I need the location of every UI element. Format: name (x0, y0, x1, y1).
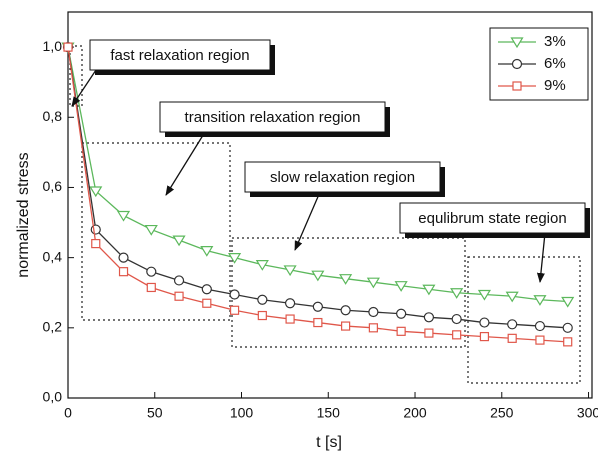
marker (535, 335, 545, 345)
marker (452, 330, 462, 340)
marker (341, 321, 351, 331)
marker (368, 306, 379, 318)
marker (172, 235, 186, 247)
marker (285, 314, 295, 324)
annotation-label: transition relaxation region (185, 109, 361, 126)
x-tick-label: 150 (317, 405, 341, 421)
y-tick-label: 0,4 (43, 248, 63, 264)
y-tick-label: 1,0 (43, 38, 63, 54)
marker (89, 186, 103, 198)
marker (174, 291, 184, 301)
marker (422, 284, 436, 296)
marker (512, 81, 522, 91)
annotation-arrow (294, 191, 321, 251)
marker (63, 42, 73, 52)
x-tick-label: 250 (490, 405, 514, 421)
marker (505, 291, 519, 303)
x-tick-label: 50 (147, 405, 163, 421)
annotation-label: equlibrum state region (418, 210, 566, 227)
region-box (81, 142, 231, 321)
marker (477, 289, 491, 301)
marker (534, 320, 546, 332)
marker (283, 265, 297, 277)
marker (563, 337, 573, 347)
annotation-box (89, 39, 271, 71)
x-tick-label: 200 (403, 405, 427, 421)
legend-label: 3% (544, 33, 566, 50)
marker (396, 326, 406, 336)
marker (257, 294, 268, 305)
marker (228, 253, 242, 264)
marker (144, 224, 158, 236)
annotation-arrow (536, 232, 546, 283)
x-tick-label: 0 (64, 405, 72, 421)
y-tick-label: 0,2 (43, 319, 63, 335)
marker (507, 333, 517, 343)
marker (311, 270, 325, 282)
marker (229, 305, 240, 315)
legend-label: 9% (544, 77, 566, 94)
x-axis-label: t [s] (316, 434, 342, 451)
plot-frame (67, 11, 593, 399)
marker (91, 239, 101, 249)
annotation-arrow (71, 69, 97, 107)
annotation-box (399, 202, 586, 234)
marker (394, 281, 408, 292)
annotation-label: slow relaxation region (270, 169, 415, 186)
y-tick-label: 0,0 (43, 389, 63, 405)
marker (340, 305, 351, 316)
marker (200, 246, 214, 257)
marker (423, 312, 435, 323)
marker (479, 331, 490, 342)
marker (201, 284, 212, 295)
annotation-box (244, 161, 441, 193)
annotation-arrow (165, 131, 206, 196)
marker (255, 260, 269, 271)
y-tick-label: 0,6 (43, 178, 63, 194)
y-tick-label: 0,8 (43, 108, 63, 124)
marker (450, 288, 464, 299)
marker (368, 323, 378, 333)
x-tick-label: 300 (577, 405, 598, 421)
annotation-label: fast relaxation region (110, 47, 249, 64)
marker (511, 58, 523, 70)
marker (202, 298, 212, 308)
marker (451, 313, 462, 325)
legend-label: 6% (544, 55, 566, 72)
marker (229, 289, 240, 300)
marker (284, 298, 296, 309)
marker (562, 322, 573, 333)
marker (396, 308, 407, 319)
marker (510, 37, 524, 49)
marker (313, 317, 323, 328)
marker (116, 210, 131, 222)
region-box (69, 45, 83, 107)
marker (146, 266, 157, 277)
marker (90, 224, 101, 235)
region-box (231, 237, 466, 348)
marker (561, 296, 575, 308)
marker (366, 277, 380, 289)
marker (507, 319, 518, 330)
y-axis-label: normalized stress (15, 152, 32, 277)
marker (479, 317, 490, 328)
marker (312, 301, 323, 312)
marker (533, 295, 547, 306)
region-box (467, 256, 581, 384)
x-tick-label: 100 (230, 405, 254, 421)
marker (173, 275, 185, 286)
annotation-box (159, 101, 386, 133)
marker (257, 310, 267, 321)
marker (118, 252, 129, 263)
marker (118, 267, 129, 277)
marker (424, 328, 434, 338)
marker (146, 282, 156, 293)
marker (339, 274, 353, 285)
